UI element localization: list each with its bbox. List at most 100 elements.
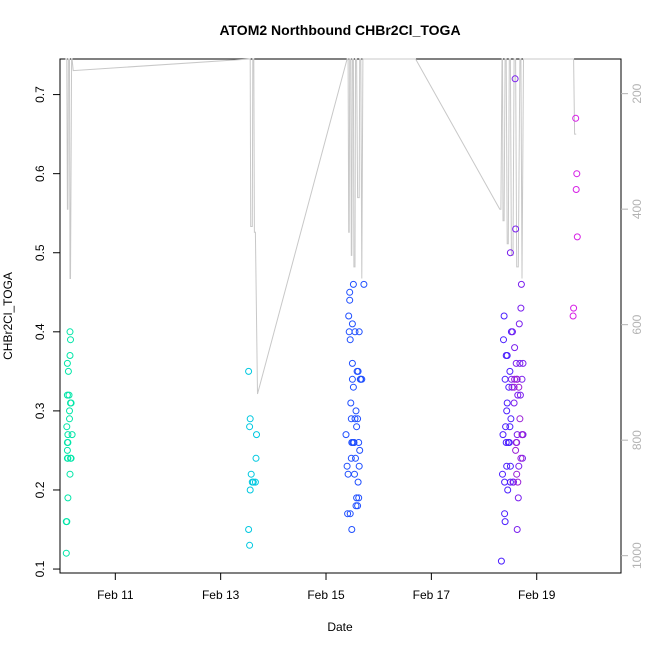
data-point-s3-40 <box>356 446 364 454</box>
x-tick-label-2: Feb 15 <box>307 588 345 602</box>
data-point-s5-10 <box>512 359 520 367</box>
data-point-s1-3 <box>67 454 75 462</box>
data-point-s7-5 <box>573 233 581 241</box>
data-point-s0-3 <box>63 423 71 431</box>
data-point-s3-24 <box>351 328 359 336</box>
y-tick-label-5: 0.6 <box>33 165 47 182</box>
y-axis-label: CHBr2Cl_TOGA <box>1 272 15 360</box>
chart-title: ATOM2 Northbound CHBr2Cl_TOGA <box>219 22 460 38</box>
data-point-s5-0 <box>506 249 514 257</box>
data-point-s4-11 <box>502 439 510 446</box>
data-point-s0-13 <box>64 367 72 375</box>
right-axis-altitude: 200 400 600 800 1000 <box>621 83 644 569</box>
data-point-s4-13 <box>503 462 511 470</box>
data-point-s2-0 <box>245 367 253 375</box>
data-point-s3-16 <box>348 359 356 367</box>
x-tick-label-0: Feb 11 <box>97 588 134 602</box>
y-axis: 0.1 0.2 0.3 0.4 0.5 0.6 0.7 <box>33 86 60 577</box>
data-point-s3-30 <box>353 423 361 431</box>
data-point-s2-11 <box>253 431 260 439</box>
scatter-points <box>62 75 581 565</box>
data-point-s3-20 <box>349 383 357 391</box>
data-point-s5-19 <box>516 359 524 367</box>
y-tick-label-0: 0.1 <box>33 560 47 577</box>
data-point-s4-22 <box>506 478 514 486</box>
data-point-s3-44 <box>360 280 368 288</box>
data-point-s2-3 <box>246 486 254 494</box>
data-point-s5-23 <box>518 375 526 383</box>
data-point-s3-29 <box>353 494 361 502</box>
data-point-s6-7 <box>515 383 523 391</box>
data-point-s2-8 <box>249 478 257 486</box>
data-point-s4-15 <box>503 352 511 359</box>
data-point-s4-9 <box>502 423 510 431</box>
data-point-s5-26 <box>519 359 527 367</box>
data-point-s3-15 <box>348 375 356 383</box>
data-point-s3-12 <box>347 454 355 462</box>
data-point-s5-14 <box>513 526 521 533</box>
data-point-s4-16 <box>504 486 512 494</box>
data-point-s2-5 <box>246 415 254 423</box>
data-point-s5-17 <box>515 462 523 470</box>
x-axis: Feb 11 Feb 13 Feb 15 Feb 17 Feb 19 <box>97 573 556 602</box>
data-point-s3-37 <box>355 439 363 446</box>
data-point-s6-9 <box>517 454 525 462</box>
data-point-s4-4 <box>500 312 508 320</box>
data-point-s3-1 <box>343 462 351 470</box>
data-point-s4-0 <box>497 557 505 565</box>
y-tick-label-2: 0.3 <box>33 402 47 419</box>
x-axis-label: Date <box>327 620 353 634</box>
data-point-s3-5 <box>345 328 353 336</box>
data-point-s3-39 <box>355 462 363 470</box>
data-point-s6-5 <box>513 375 521 383</box>
data-point-s6-10 <box>518 431 526 439</box>
data-point-s1-4 <box>67 399 75 407</box>
data-point-s3-3 <box>344 470 352 478</box>
data-point-s3-0 <box>342 431 350 439</box>
data-point-s2-1 <box>245 526 253 533</box>
y-tick-label-1: 0.2 <box>33 481 47 498</box>
data-point-s6-1 <box>511 375 519 383</box>
right-tick-label-1: 400 <box>630 199 644 219</box>
data-point-s5-6 <box>510 399 518 407</box>
data-point-s5-22 <box>517 280 525 288</box>
data-point-s3-7 <box>346 288 354 296</box>
data-point-s3-10 <box>347 399 355 407</box>
data-point-s6-0 <box>510 383 518 391</box>
data-point-s3-8 <box>346 336 354 344</box>
data-point-s3-43 <box>358 375 366 383</box>
data-point-s6-8 <box>516 415 524 423</box>
data-point-s5-15 <box>514 391 522 399</box>
data-point-s0-10 <box>64 439 72 446</box>
data-point-s6-6 <box>514 478 522 486</box>
data-point-s3-34 <box>354 367 362 375</box>
data-point-s1-5 <box>68 431 76 439</box>
data-point-s5-18 <box>515 320 523 328</box>
y-tick-label-3: 0.4 <box>33 323 47 340</box>
data-point-s7-2 <box>572 114 580 122</box>
x-tick-label-4: Feb 19 <box>518 588 556 602</box>
data-point-s4-8 <box>501 375 509 383</box>
data-point-s5-16 <box>514 494 522 502</box>
data-point-s3-6 <box>346 296 354 304</box>
data-point-s2-4 <box>246 423 254 431</box>
data-point-s4-18 <box>505 383 513 391</box>
data-point-s3-9 <box>346 510 354 518</box>
x-tick-label-1: Feb 13 <box>202 588 240 602</box>
data-point-s3-26 <box>352 454 359 462</box>
right-tick-label-0: 200 <box>630 83 644 103</box>
data-point-s3-32 <box>354 502 362 510</box>
data-point-s3-22 <box>350 439 358 446</box>
data-point-s3-35 <box>354 478 362 486</box>
data-point-s3-27 <box>352 407 360 415</box>
data-point-s3-4 <box>345 312 353 320</box>
y-tick-label-4: 0.5 <box>33 244 47 261</box>
data-point-s3-2 <box>344 510 352 518</box>
data-point-s7-1 <box>570 304 578 312</box>
data-point-s3-33 <box>354 415 362 423</box>
data-point-s2-2 <box>246 541 254 549</box>
data-point-s7-4 <box>573 170 581 178</box>
data-point-s3-38 <box>355 328 363 336</box>
data-point-s4-14 <box>503 399 511 407</box>
